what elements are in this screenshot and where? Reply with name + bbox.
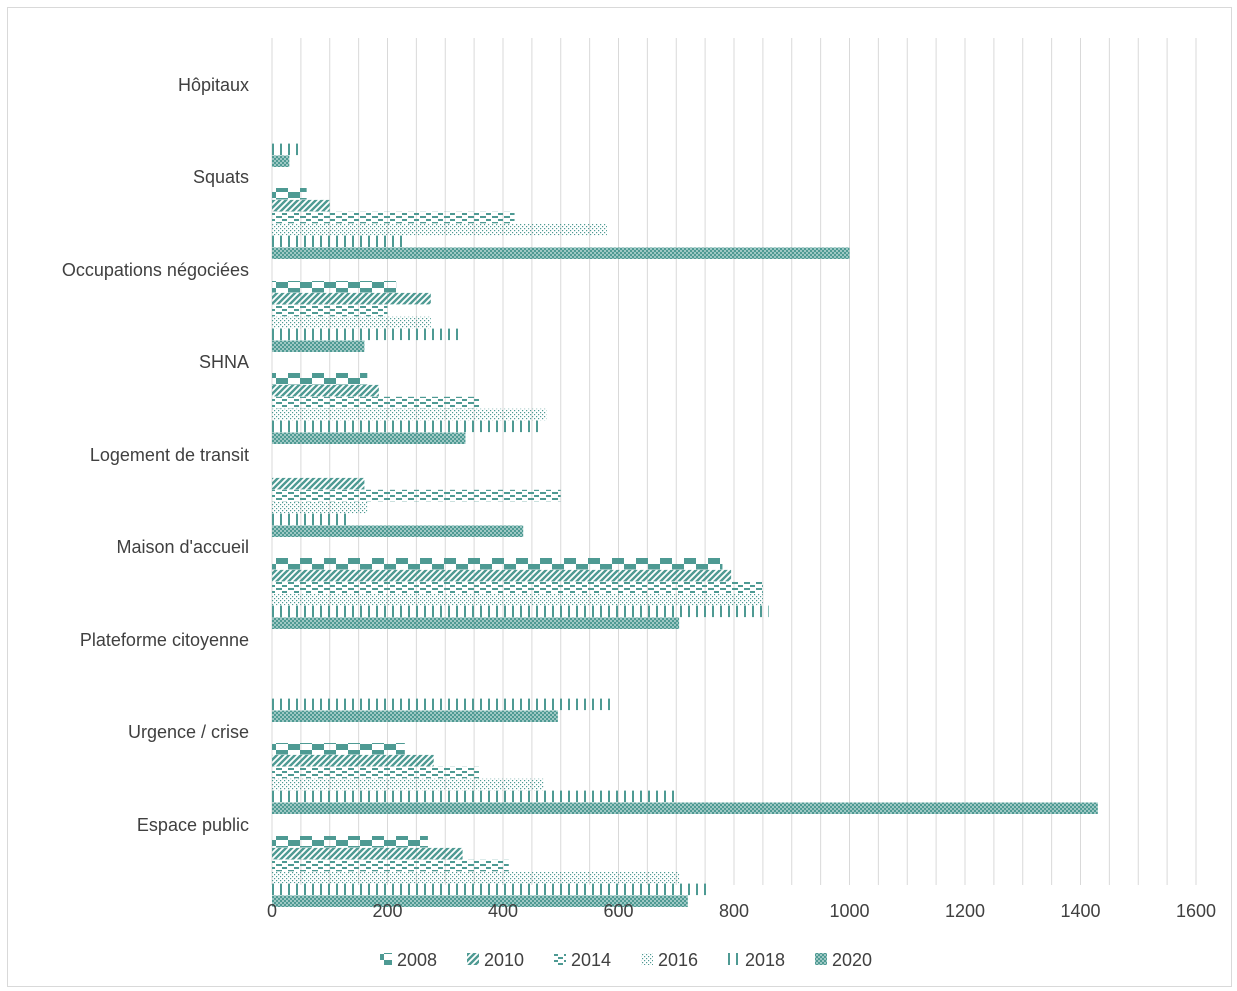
bar-2008-5 [272, 558, 723, 570]
legend-item-2020: 2020 [815, 950, 872, 970]
legend-label: 2008 [397, 950, 437, 970]
legend-swatch [815, 953, 827, 965]
legend-label: 2020 [832, 950, 872, 970]
legend-item-2016: 2016 [641, 950, 698, 970]
bar-2014-1 [272, 211, 515, 224]
bars [272, 143, 1098, 907]
legend-swatch [380, 953, 392, 965]
bar-2010-8 [272, 847, 463, 860]
bar-2016-1 [272, 223, 607, 236]
bar-2018-1 [272, 235, 405, 248]
bar-2018-3 [272, 420, 544, 433]
bar-2020-7 [272, 802, 1098, 814]
legend-swatch [467, 953, 479, 965]
bar-2018-8 [272, 883, 711, 896]
legend-item-2018: 2018 [728, 950, 785, 970]
bar-2014-4 [272, 489, 561, 502]
x-tick-label: 1000 [829, 901, 869, 921]
legend-swatch [728, 953, 740, 965]
category-label: Logement de transit [90, 445, 249, 465]
x-tick-label: 600 [603, 901, 633, 921]
bar-2016-3 [272, 408, 547, 421]
bar-2008-1 [272, 188, 307, 200]
x-tick-label: 1200 [945, 901, 985, 921]
x-tick-label: 1600 [1176, 901, 1216, 921]
legend-item-2008: 2008 [380, 950, 437, 970]
category-labels: Hôpitaux Squats Occupations négociées SHNA L… [62, 75, 249, 835]
bar-2020-1 [272, 247, 850, 259]
bar-2018-2 [272, 328, 463, 341]
bar-2020-8 [272, 895, 688, 907]
bar-2008-7 [272, 743, 405, 755]
bar-2010-7 [272, 754, 434, 767]
x-tick-label: 1400 [1060, 901, 1100, 921]
legend-label: 2018 [745, 950, 785, 970]
legend-label: 2014 [571, 950, 611, 970]
x-tick-label: 800 [719, 901, 749, 921]
legend: 2008 2010 2014 2016 2018 2020 [380, 950, 872, 970]
bar-2014-3 [272, 396, 480, 409]
bar-2020-3 [272, 432, 466, 444]
category-label: Urgence / crise [128, 722, 249, 742]
bar-2018-5 [272, 605, 769, 618]
bar-2008-2 [272, 281, 397, 293]
bar-2014-7 [272, 766, 480, 779]
bar-2010-1 [272, 199, 330, 212]
bar-2008-3 [272, 373, 368, 385]
category-label: Maison d'accueil [116, 537, 249, 557]
bar-2018-7 [272, 790, 677, 803]
bar-2016-7 [272, 778, 544, 791]
category-label: Espace public [137, 815, 249, 835]
legend-label: 2016 [658, 950, 698, 970]
bar-2016-2 [272, 316, 431, 329]
bar-2010-3 [272, 384, 379, 397]
bar-2014-5 [272, 581, 763, 594]
bar-2020-4 [272, 525, 524, 537]
legend-swatch [641, 953, 653, 965]
chart-frame [7, 7, 1232, 987]
bar-2014-8 [272, 859, 509, 872]
bar-2020-2 [272, 340, 365, 352]
legend-item-2014: 2014 [554, 950, 611, 970]
bar-2018-0 [272, 143, 304, 156]
bar-2020-6 [272, 710, 558, 722]
legend-label: 2010 [484, 950, 524, 970]
category-label: Occupations négociées [62, 260, 249, 280]
bar-2010-2 [272, 292, 431, 305]
x-tick-label: 400 [488, 901, 518, 921]
bar-2008-8 [272, 836, 428, 848]
bar-2016-8 [272, 871, 680, 884]
bar-2016-5 [272, 593, 763, 606]
bar-2020-0 [272, 155, 290, 167]
category-label: Hôpitaux [178, 75, 249, 95]
x-tick-label: 200 [372, 901, 402, 921]
x-tick-label: 0 [267, 901, 277, 921]
category-label: SHNA [199, 352, 249, 372]
legend-item-2010: 2010 [467, 950, 524, 970]
bar-2010-5 [272, 569, 732, 582]
legend-swatch [554, 953, 566, 965]
bar-2016-4 [272, 501, 368, 514]
category-label: Plateforme citoyenne [80, 630, 249, 650]
bar-2018-6 [272, 698, 616, 711]
x-tick-labels: 0 200 400 600 800 1000 1200 1400 1600 [267, 901, 1216, 921]
bar-2010-4 [272, 477, 365, 490]
bar-2018-4 [272, 513, 348, 526]
category-label: Squats [193, 167, 249, 187]
bar-2020-5 [272, 617, 680, 629]
bar-2014-2 [272, 304, 388, 317]
